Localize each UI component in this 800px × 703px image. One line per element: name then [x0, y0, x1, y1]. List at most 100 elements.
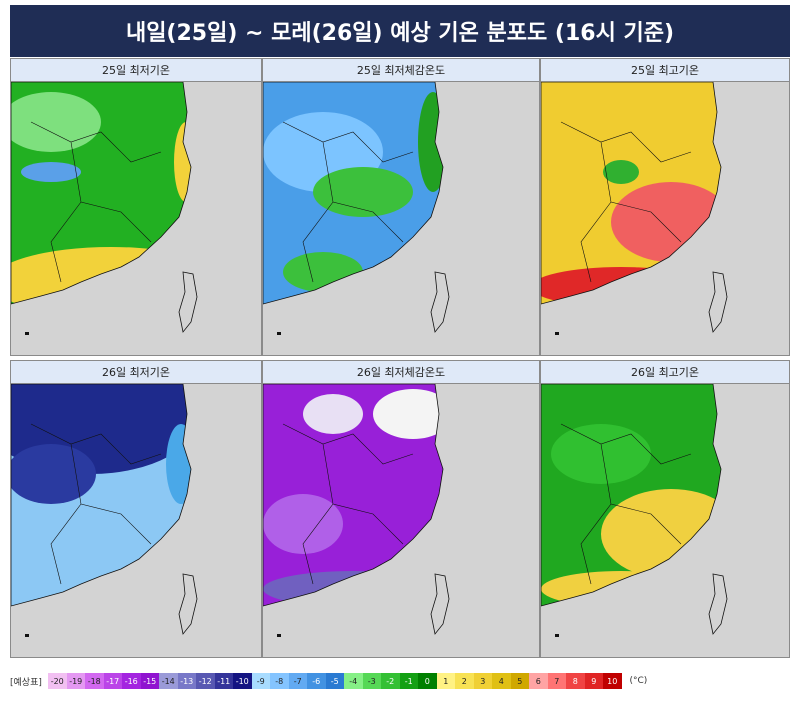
- temp-patch: [603, 160, 639, 184]
- panel-label: 25일 최저체감온도: [263, 59, 539, 82]
- panel-label: 26일 최저체감온도: [263, 361, 539, 384]
- temp-patch: [541, 267, 711, 304]
- temp-patch: [283, 252, 363, 292]
- island: [178, 573, 198, 635]
- legend-cell: -7: [288, 673, 307, 689]
- map-panel: 26일 최고기온: [540, 360, 790, 658]
- legend-cell: -11: [214, 673, 233, 689]
- map: [11, 82, 198, 335]
- legend-cell: -19: [66, 673, 85, 689]
- island: [178, 271, 198, 333]
- legend-cell: -4: [344, 673, 363, 689]
- borders: [560, 121, 692, 283]
- coast: [541, 82, 722, 305]
- map: [541, 384, 728, 637]
- legend-cell: -8: [270, 673, 289, 689]
- legend-cell: -10: [233, 673, 252, 689]
- legend-cell: 7: [547, 673, 566, 689]
- temp-patch: [551, 424, 651, 484]
- borders: [282, 121, 414, 283]
- panel-label: 25일 최고기온: [541, 59, 789, 82]
- legend-cell: -20: [48, 673, 67, 689]
- temp-patch: [21, 162, 81, 182]
- islet: [277, 634, 281, 637]
- temp-patch: [313, 167, 413, 217]
- legend-cell: -9: [251, 673, 270, 689]
- legend-cell: 10: [603, 673, 622, 689]
- legend-cell: 8: [566, 673, 585, 689]
- panel-label: 26일 최저기온: [11, 361, 261, 384]
- legend-cell: -16: [122, 673, 141, 689]
- map-panel: 26일 최저체감온도: [262, 360, 540, 658]
- legend-cell: -15: [140, 673, 159, 689]
- legend-cell: 5: [510, 673, 529, 689]
- land: [541, 82, 721, 304]
- legend-cell: 4: [492, 673, 511, 689]
- map: [11, 384, 198, 637]
- islet: [277, 332, 281, 335]
- temp-patch: [11, 92, 101, 152]
- temp-patch: [166, 424, 191, 504]
- legend-cell: 6: [529, 673, 548, 689]
- map-panel: 25일 최저기온: [10, 58, 262, 356]
- temp-patch: [418, 92, 443, 192]
- temp-patch: [11, 384, 191, 474]
- panel-label: 26일 최고기온: [541, 361, 789, 384]
- legend-cell: -17: [103, 673, 122, 689]
- legend-cell: 0: [418, 673, 437, 689]
- map-panel: 26일 최저기온: [10, 360, 262, 658]
- islet: [25, 634, 29, 637]
- map-panel: 25일 최저체감온도: [262, 58, 540, 356]
- panel-label: 25일 최저기온: [11, 59, 261, 82]
- legend-cell: -3: [362, 673, 381, 689]
- islet: [25, 332, 29, 335]
- borders: [282, 423, 414, 585]
- temp-patch: [11, 247, 191, 304]
- map: [263, 82, 450, 335]
- legend-cell: -6: [307, 673, 326, 689]
- borders: [30, 121, 162, 283]
- map: [263, 384, 450, 637]
- coast: [263, 384, 444, 607]
- legend-cell: 3: [473, 673, 492, 689]
- legend: [예상표] -20 -19 -18 -17 -16 -15 -14 -13 -12 -11 -10 -9…: [10, 672, 647, 690]
- temp-patch: [303, 394, 363, 434]
- coast: [11, 384, 192, 607]
- coast: [541, 384, 722, 607]
- islet: [555, 634, 559, 637]
- islet: [555, 332, 559, 335]
- coast: [11, 82, 192, 305]
- borders: [30, 423, 162, 585]
- legend-cell: 9: [584, 673, 603, 689]
- legend-cell: -13: [177, 673, 196, 689]
- legend-cell: 2: [455, 673, 474, 689]
- coast: [263, 82, 444, 305]
- land: [263, 384, 443, 606]
- map: [541, 82, 728, 335]
- island: [708, 573, 728, 635]
- land: [541, 384, 721, 606]
- legend-cell: -2: [381, 673, 400, 689]
- legend-unit: (°C): [629, 676, 648, 686]
- island: [430, 271, 450, 333]
- land: [263, 82, 443, 304]
- temp-patch: [373, 389, 443, 439]
- map-panel: 25일 최고기온: [540, 58, 790, 356]
- legend-cell: -18: [85, 673, 104, 689]
- land: [11, 82, 191, 304]
- legend-label: [예상표]: [10, 677, 42, 688]
- island: [708, 271, 728, 333]
- temp-patch: [174, 122, 191, 202]
- borders: [560, 423, 692, 585]
- legend-cell: -14: [159, 673, 178, 689]
- land: [11, 384, 191, 606]
- legend-cell: -1: [399, 673, 418, 689]
- legend-cell: -5: [325, 673, 344, 689]
- legend-cell: -12: [196, 673, 215, 689]
- legend-cell: 1: [436, 673, 455, 689]
- temp-patch: [611, 182, 721, 262]
- temp-patch: [541, 571, 701, 606]
- temp-patch: [263, 494, 343, 554]
- island: [430, 573, 450, 635]
